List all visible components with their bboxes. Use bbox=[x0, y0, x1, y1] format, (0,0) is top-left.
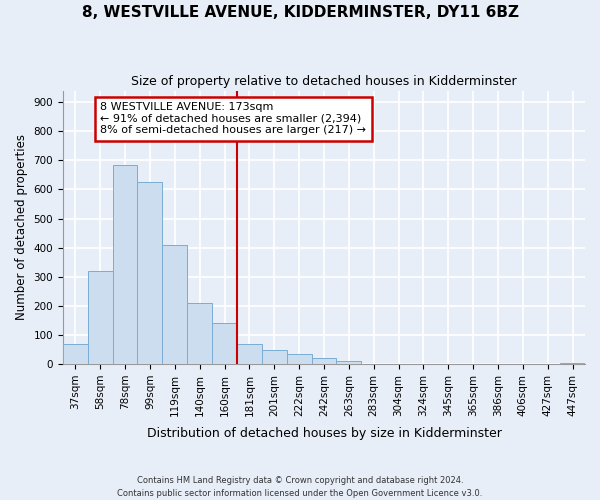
Bar bbox=[287, 354, 311, 364]
Bar bbox=[113, 164, 137, 364]
Bar bbox=[337, 361, 361, 364]
Bar bbox=[560, 362, 585, 364]
Bar bbox=[137, 182, 163, 364]
Title: Size of property relative to detached houses in Kidderminster: Size of property relative to detached ho… bbox=[131, 75, 517, 88]
Bar bbox=[187, 303, 212, 364]
Bar bbox=[212, 324, 237, 364]
Text: 8, WESTVILLE AVENUE, KIDDERMINSTER, DY11 6BZ: 8, WESTVILLE AVENUE, KIDDERMINSTER, DY11… bbox=[82, 5, 518, 20]
Text: Contains HM Land Registry data © Crown copyright and database right 2024.
Contai: Contains HM Land Registry data © Crown c… bbox=[118, 476, 482, 498]
Bar bbox=[262, 350, 287, 364]
Bar bbox=[237, 344, 262, 364]
Bar bbox=[88, 271, 113, 364]
Bar bbox=[63, 344, 88, 364]
Bar bbox=[163, 245, 187, 364]
Y-axis label: Number of detached properties: Number of detached properties bbox=[15, 134, 28, 320]
Bar bbox=[311, 358, 337, 364]
X-axis label: Distribution of detached houses by size in Kidderminster: Distribution of detached houses by size … bbox=[146, 427, 502, 440]
Text: 8 WESTVILLE AVENUE: 173sqm
← 91% of detached houses are smaller (2,394)
8% of se: 8 WESTVILLE AVENUE: 173sqm ← 91% of deta… bbox=[100, 102, 366, 136]
